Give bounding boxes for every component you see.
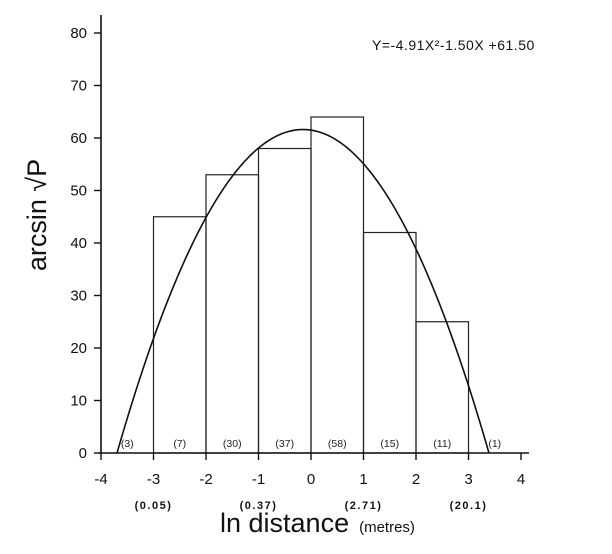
bin-count-label: (30)	[223, 438, 242, 450]
bin-count-label: (37)	[275, 438, 294, 450]
y-tick-label: 50	[70, 183, 87, 200]
x-sublabel: (2.71)	[345, 500, 383, 512]
y-tick-label: 10	[70, 393, 87, 410]
bin-count-label: (58)	[328, 438, 347, 450]
histogram-bar	[362, 231, 417, 454]
x-tick-label: 3	[464, 471, 472, 488]
x-axis-label: ln distance	[220, 508, 349, 538]
x-tick-label: 2	[412, 471, 420, 488]
labels-layer: 0 10 20 30 40 50 60 70 80 -4 -3 -2 -1 0 1 2 3 4 (0.05) (0.3…	[70, 25, 525, 512]
bin-count-label: (7)	[173, 438, 186, 450]
equation-label: Y=-4.91X²-1.50X +61.50	[372, 37, 535, 53]
histogram-bar	[152, 216, 207, 454]
histogram-bar	[205, 174, 260, 454]
x-tick-label: -4	[94, 471, 107, 488]
bin-count-label: (11)	[433, 438, 451, 450]
x-tick-label: 4	[517, 471, 525, 488]
bin-count-label: (1)	[488, 438, 501, 450]
x-sublabel: (20.1)	[450, 500, 488, 512]
y-tick-label: 60	[70, 130, 87, 147]
y-tick-label: 20	[70, 340, 87, 357]
y-axis-label: arcsin √P	[22, 159, 52, 271]
x-axis-unit: (metres)	[359, 519, 415, 536]
x-tick-label: 1	[359, 471, 367, 488]
x-axis-title-text: ln distance (metres)	[220, 508, 415, 538]
histogram-bar	[415, 321, 470, 454]
y-tick-label: 70	[70, 78, 87, 95]
x-tick-label: -2	[199, 471, 212, 488]
y-tick-label: 0	[79, 445, 87, 462]
bin-count-label: (3)	[121, 438, 134, 450]
x-sublabel: (0.37)	[240, 500, 278, 512]
bars-layer	[152, 116, 470, 454]
y-tick-label: 40	[70, 235, 87, 252]
x-sublabel: (0.05)	[135, 500, 173, 512]
x-tick-label: -1	[252, 471, 265, 488]
x-axis-title: ln distance (metres)	[220, 508, 415, 538]
y-tick-label: 80	[70, 25, 87, 42]
histogram-bar	[310, 116, 365, 454]
fit-curve	[116, 128, 490, 454]
bin-count-label: (15)	[380, 438, 399, 450]
x-tick-label: 0	[307, 471, 315, 488]
y-tick-label: 30	[70, 288, 87, 305]
x-tick-label: -3	[147, 471, 160, 488]
ticks-layer	[94, 32, 522, 460]
histogram-bar	[257, 147, 312, 454]
